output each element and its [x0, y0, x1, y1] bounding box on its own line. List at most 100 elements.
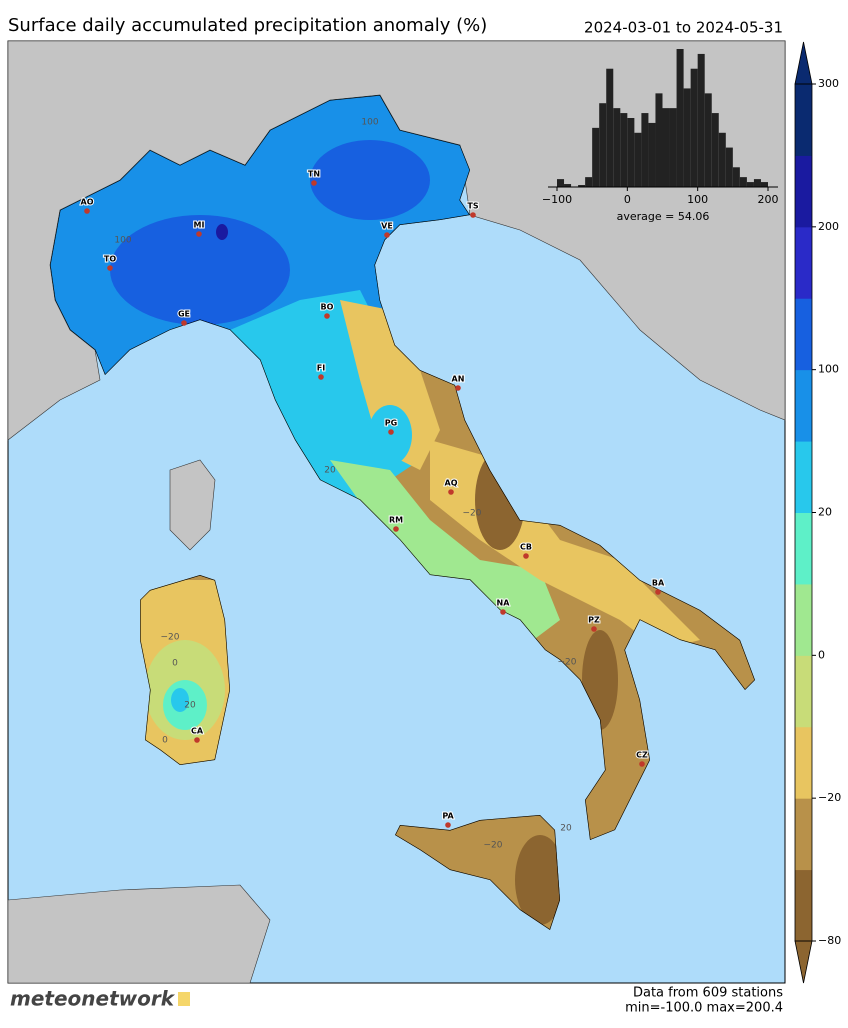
station-label: AO [81, 198, 94, 207]
station-dot [181, 320, 187, 326]
colorbar-tick-label: 300 [818, 77, 839, 90]
histogram-bar [739, 177, 747, 187]
colorbar-tick-label: −80 [818, 934, 841, 947]
station-label: BO [321, 303, 334, 312]
colorbar-band [795, 512, 812, 585]
histogram-bar [760, 182, 768, 187]
colorbar-band [795, 869, 812, 942]
histogram-bar [634, 132, 642, 187]
histogram-bar [746, 182, 754, 187]
contour-label: 20 [560, 824, 572, 834]
histogram-bar [676, 49, 684, 187]
station-dot [384, 232, 390, 238]
station-dot [655, 589, 661, 595]
contour-label: 100 [361, 118, 378, 128]
stations: AO TO MI TN VE TS BO GE FI AN PG AQ RM CB NA BA PZ CZ CA PA [80, 169, 666, 828]
colorbar-band [795, 798, 812, 871]
histogram-bar [620, 113, 628, 187]
title: Surface daily accumulated precipitation … [8, 15, 487, 36]
colorbar-band [795, 655, 812, 728]
histogram-bar [578, 185, 586, 187]
station-label: AQ [445, 479, 458, 488]
histogram-bar [718, 132, 726, 187]
station-dot [388, 429, 394, 435]
station-label: CB [520, 543, 532, 552]
colorbar-band [795, 726, 812, 799]
contour-labels: 100 100 20 0 −20 −20 20 0 −20 −20 20 [114, 118, 576, 851]
station-dot [324, 313, 330, 319]
histogram-bar [697, 53, 705, 187]
histogram-bar [648, 122, 656, 187]
station-label: CZ [636, 751, 648, 760]
station-label: NA [497, 599, 511, 608]
histogram: −100 0 100 200 average = 54.06 [542, 49, 779, 223]
histogram-bar [627, 118, 635, 187]
histogram-tick-label: −100 [542, 193, 572, 206]
histogram-tick-label: 0 [624, 193, 631, 206]
station-dot [639, 761, 645, 767]
contour-label: 100 [114, 236, 131, 246]
period: 2024-03-01 to 2024-05-31 [584, 19, 783, 37]
station-label: TO [104, 255, 116, 264]
colorbar-band [795, 226, 812, 299]
station-dot [448, 489, 454, 495]
contour-label: 0 [162, 736, 168, 746]
colorbar-band [795, 369, 812, 442]
colorbar-extend-bottom [794, 940, 813, 984]
histogram-bar [641, 113, 649, 187]
histogram-bar [753, 179, 761, 187]
neighbour-land [7, 40, 786, 984]
station-dot [107, 265, 113, 271]
station-label: AN [452, 375, 465, 384]
contour-label: 0 [172, 659, 178, 669]
histogram-bar [732, 167, 740, 187]
histogram-bar [711, 113, 719, 187]
histogram-bar [683, 88, 691, 187]
contour-label: −20 [161, 633, 180, 643]
colorbar-band [795, 155, 812, 228]
station-dot [591, 626, 597, 632]
histogram-bar [655, 93, 663, 187]
station-dot [500, 609, 506, 615]
colorbar-band [795, 441, 812, 513]
colorbar-extend-top [794, 41, 813, 85]
station-dot [470, 212, 476, 218]
contour-label: −20 [463, 509, 482, 519]
histogram-bar [585, 177, 593, 187]
station-label: VE [381, 222, 393, 231]
station-dot [84, 208, 90, 214]
histogram-bar [662, 108, 670, 187]
average-label: average = 54.06 [617, 210, 710, 223]
colorbar-band [795, 583, 812, 656]
logo: meteonetwork [10, 987, 176, 1011]
histogram-bar [599, 103, 607, 187]
station-dot [194, 737, 200, 743]
colorbar-band [795, 84, 812, 156]
histogram-bar [564, 184, 572, 187]
station-label: CA [191, 727, 204, 736]
station-label: MI [194, 221, 205, 230]
logo-mark [178, 992, 190, 1006]
colorbar-tick-label: 200 [818, 220, 839, 233]
station-label: PA [442, 812, 454, 821]
colorbar-tick-label: 0 [818, 648, 825, 661]
station-label: GE [178, 310, 190, 319]
colorbar-tick-label: −20 [818, 791, 841, 804]
station-label: BA [652, 579, 665, 588]
colorbar-tick-label: 100 [818, 363, 839, 376]
station-dot [455, 385, 461, 391]
histogram-tick-label: 200 [758, 193, 779, 206]
contour-label: 20 [324, 466, 336, 476]
station-label: PG [385, 419, 397, 428]
contour-label: −20 [558, 658, 577, 668]
histogram-bar [606, 68, 614, 187]
station-dot [523, 553, 529, 559]
colorbar: −80 −20 0 20 100 200 300 [794, 41, 841, 984]
station-dot [318, 374, 324, 380]
station-label: TS [467, 202, 478, 211]
histogram-bar [704, 93, 712, 187]
histogram-bar [669, 108, 677, 187]
station-label: FI [317, 364, 325, 373]
station-dot [311, 180, 317, 186]
